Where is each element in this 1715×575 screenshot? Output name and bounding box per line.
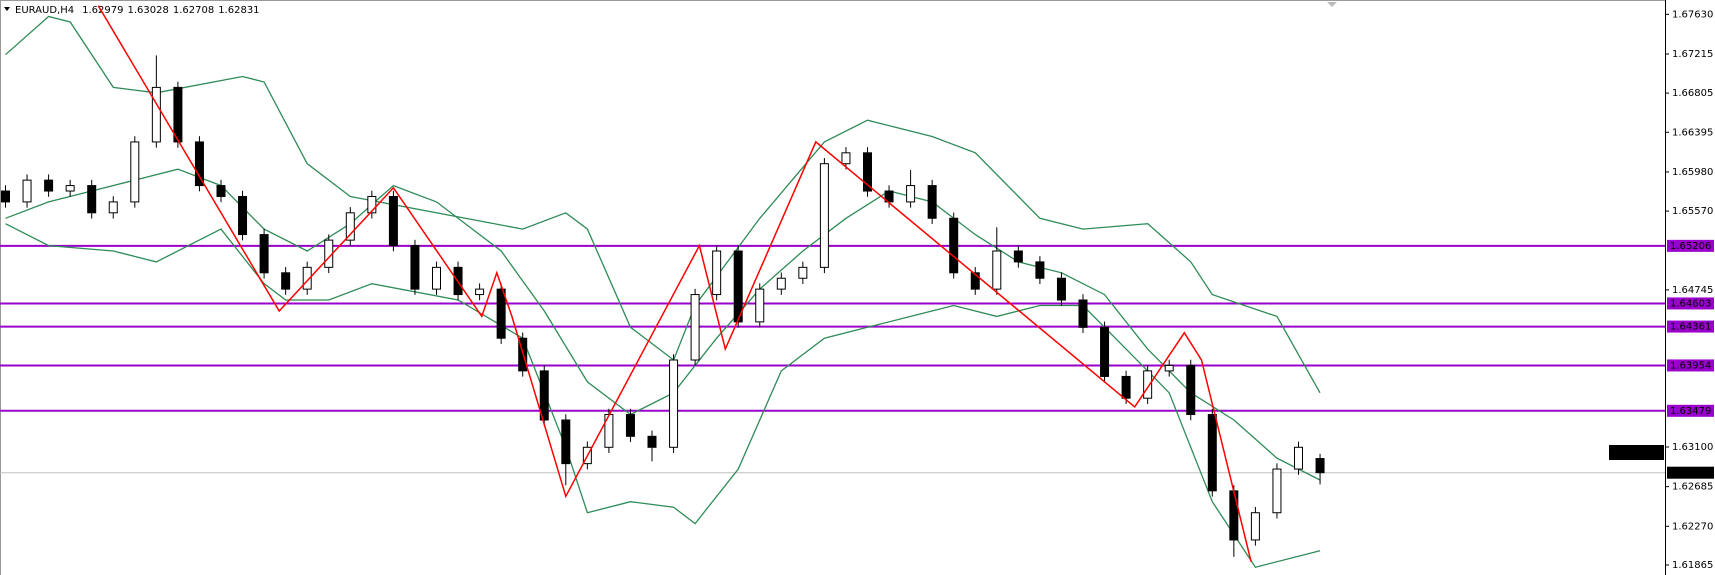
candle-body — [1143, 370, 1153, 399]
candle-body — [173, 86, 183, 143]
candle-body — [798, 266, 808, 279]
candle-body — [863, 152, 872, 192]
candle-body — [1294, 446, 1303, 470]
candle-body — [1100, 326, 1110, 377]
candle-body — [281, 272, 291, 290]
candle-body — [647, 435, 657, 448]
candle-body — [345, 212, 355, 241]
header-close: 1.62831 — [218, 5, 259, 16]
candle-body — [44, 179, 54, 192]
candle-body — [776, 277, 786, 290]
candle-body — [238, 195, 248, 236]
candle-body — [1164, 364, 1174, 372]
level-label-box — [1667, 320, 1714, 333]
indicator-label: BB ON — [1620, 448, 1652, 459]
candle-body — [130, 141, 140, 203]
candle-body — [992, 250, 1002, 290]
candle-body — [65, 185, 75, 192]
candle-body — [1315, 458, 1325, 474]
level-label: 1.64361 — [1670, 322, 1711, 333]
level-label-box — [1667, 359, 1714, 372]
header-high: 1.63028 — [127, 5, 168, 16]
candle-body — [388, 195, 398, 247]
y-tick-label: 1.61865 — [1672, 560, 1713, 571]
candle-body — [1035, 261, 1045, 279]
candle-body — [1056, 277, 1066, 301]
candle-body — [841, 152, 851, 165]
level-label: 1.64603 — [1670, 298, 1711, 309]
candle-body — [1, 190, 10, 203]
candle-body — [755, 288, 765, 323]
chart-header: EURAUD,H4 1.62979 1.63028 1.62708 1.62831 — [15, 5, 260, 16]
y-tick-label: 1.67215 — [1672, 49, 1713, 60]
current-price-box — [1667, 466, 1714, 479]
shift-marker — [1327, 2, 1337, 7]
y-tick-label: 1.64745 — [1672, 285, 1713, 296]
candle-body — [669, 359, 679, 448]
y-tick-label: 1.67630 — [1672, 9, 1713, 20]
indicator-box — [1609, 445, 1664, 460]
candle-body — [1078, 299, 1088, 328]
level-label-box — [1667, 297, 1714, 310]
candle-body — [1229, 490, 1239, 541]
candle-body — [367, 195, 377, 214]
candle-body — [410, 245, 420, 290]
candle-body — [108, 201, 118, 214]
candle-body — [475, 288, 485, 296]
candle-body — [259, 234, 269, 274]
y-tick-label: 1.66805 — [1672, 88, 1713, 99]
candle-body — [819, 163, 829, 268]
candle-body — [151, 86, 161, 143]
candle-body — [733, 250, 743, 323]
candle-body — [1186, 364, 1196, 416]
candle-body — [970, 272, 980, 290]
candle-body — [87, 185, 97, 214]
candle-body — [216, 185, 226, 197]
candle-body — [1250, 512, 1260, 541]
header-low: 1.62708 — [173, 5, 214, 16]
level-label: 1.65206 — [1670, 241, 1711, 252]
candle-body — [1121, 375, 1131, 399]
candle-body — [432, 266, 441, 290]
candle-body — [906, 185, 916, 203]
candle-body — [949, 217, 959, 274]
y-tick-label: 1.66395 — [1672, 127, 1713, 138]
zigzag — [97, 5, 1252, 562]
y-tick-label: 1.62270 — [1672, 521, 1713, 532]
level-label: 1.63954 — [1670, 360, 1711, 371]
candle-body — [1013, 250, 1023, 263]
symbol: EURAUD,H4 — [15, 5, 74, 16]
candle-body — [690, 294, 700, 361]
candle-body — [539, 370, 549, 421]
candle-body — [561, 419, 571, 465]
candle-body — [302, 266, 312, 290]
candle-body — [194, 141, 204, 187]
candle-body — [496, 288, 506, 339]
menu-arrow — [4, 7, 10, 11]
y-tick-label: 1.62685 — [1672, 482, 1713, 493]
candle-body — [1272, 468, 1282, 514]
candle-body — [22, 179, 32, 203]
y-tick-label: 1.65980 — [1672, 167, 1713, 178]
level-label: 1.63479 — [1670, 406, 1711, 417]
y-tick-label: 1.63100 — [1672, 442, 1713, 453]
candle-body — [625, 414, 635, 437]
header-open: 1.62979 — [82, 5, 123, 16]
y-tick-label: 1.65570 — [1672, 206, 1713, 217]
level-label-box — [1667, 239, 1714, 252]
level-label-box — [1667, 404, 1714, 417]
current-price-label: 1.62831 — [1670, 468, 1711, 479]
candle-body — [712, 250, 722, 296]
candle-body — [927, 185, 937, 219]
candle-body — [1207, 414, 1217, 492]
